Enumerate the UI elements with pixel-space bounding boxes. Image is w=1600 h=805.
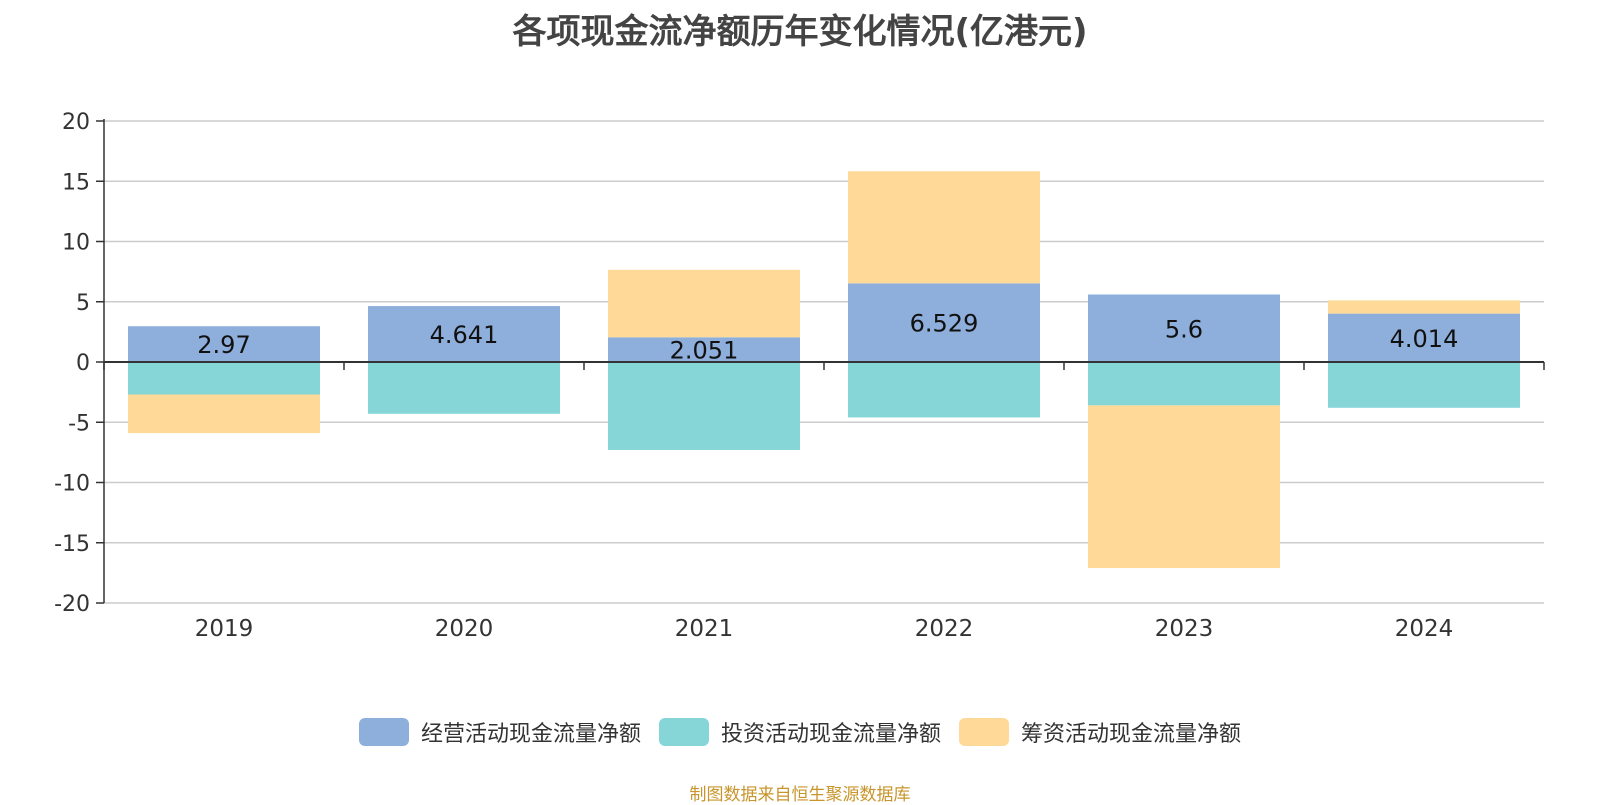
y-tick-label: 5	[76, 291, 90, 316]
legend-item-investing[interactable]: 投资活动现金流量净额	[658, 716, 941, 748]
bar-2022-series-2	[848, 171, 1040, 284]
legend-label-financing: 筹资活动现金流量净额	[1021, 722, 1242, 747]
legend-swatch-investing	[658, 718, 709, 746]
y-tick-label: -5	[68, 411, 90, 436]
data-label-2023: 5.6	[1165, 315, 1203, 343]
cashflow-bar-chart: 20 15 10 5 0 -5 -10 -15 -20 2019 2020 2021 2022 2023 2…	[54, 110, 1545, 642]
bar-2023-series-0	[1088, 294, 1280, 362]
source-note: 制图数据来自恒生聚源数据库	[689, 785, 911, 805]
data-label-2024: 4.014	[1390, 325, 1459, 353]
y-tick-label: -10	[54, 472, 90, 497]
y-tick-label: 0	[76, 351, 90, 376]
bar-2022-series-1	[848, 362, 1040, 418]
x-tick-label-2022: 2022	[915, 616, 974, 642]
legend: 经营活动现金流量净额 投资活动现金流量净额 筹资活动现金流量净额	[0, 716, 1600, 748]
legend-item-financing[interactable]: 筹资活动现金流量净额	[959, 716, 1241, 748]
bar-2021-series-0	[608, 337, 800, 362]
bar-2024-series-0	[1328, 313, 1520, 362]
data-label-2019: 2.97	[197, 331, 250, 359]
bar-2020-series-1	[368, 362, 560, 414]
x-tick-label-2019: 2019	[195, 616, 254, 642]
bar-2019-series-0	[128, 326, 320, 362]
legend-label-operating: 经营活动现金流量净额	[420, 722, 641, 747]
y-tick-label: 10	[62, 231, 90, 256]
bar-2021-series-1	[608, 362, 800, 450]
x-tick-label-2021: 2021	[675, 616, 734, 642]
data-label-2021: 2.051	[670, 337, 739, 365]
bar-2021-series-2	[608, 269, 800, 338]
chart-title: 各项现金流净额历年变化情况(亿港元)	[512, 12, 1088, 52]
bar-2020-series-0	[368, 306, 560, 362]
legend-item-operating[interactable]: 经营活动现金流量净额	[358, 716, 641, 748]
bar-2022-series-0	[848, 283, 1040, 362]
bar-2023-series-1	[1088, 362, 1280, 406]
y-tick-label: -20	[54, 592, 90, 617]
legend-swatch-financing	[959, 718, 1009, 746]
y-tick-label: -15	[54, 532, 90, 557]
legend-swatch-operating	[358, 718, 409, 746]
y-tick-label: 15	[62, 170, 90, 195]
bar-2019-series-1	[128, 362, 320, 395]
data-label-2020: 4.641	[430, 321, 499, 349]
legend-label-investing: 投资活动现金流量净额	[720, 722, 941, 747]
bar-2024-series-1	[1328, 362, 1520, 408]
x-tick-label-2023: 2023	[1155, 616, 1214, 642]
data-label-2022: 6.529	[910, 310, 979, 338]
y-tick-label: 20	[62, 110, 90, 135]
x-tick-label-2020: 2020	[435, 616, 494, 642]
bar-2023-series-2	[1088, 405, 1280, 569]
bar-2024-series-2	[1328, 300, 1520, 314]
bar-2019-series-2	[128, 394, 320, 434]
x-tick-label-2024: 2024	[1395, 616, 1454, 642]
